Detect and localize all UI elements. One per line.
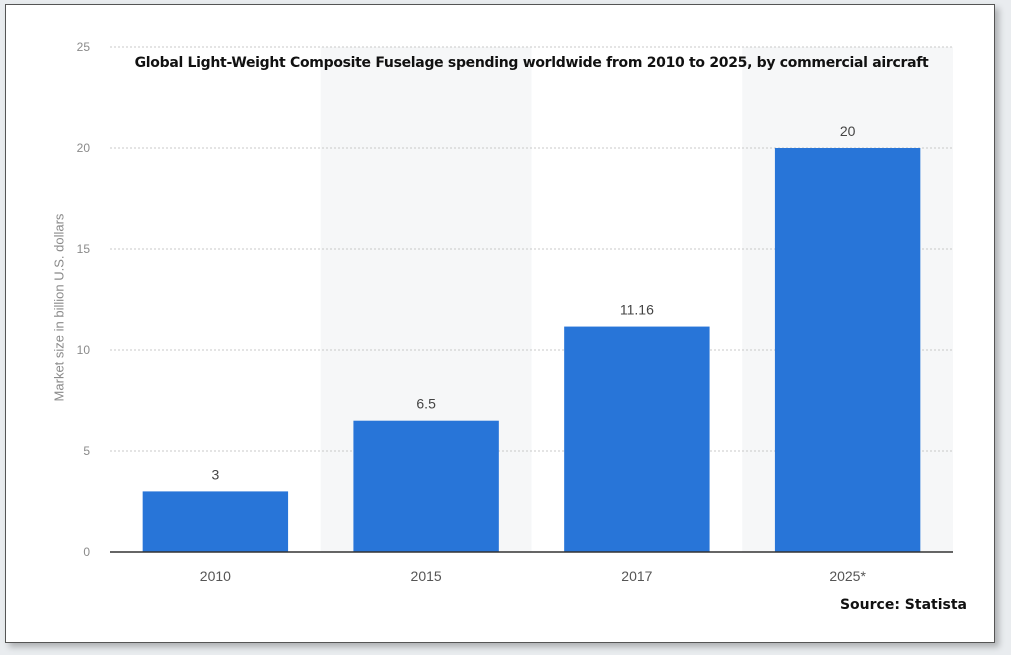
bar (564, 326, 710, 552)
data-label: 11.16 (620, 302, 654, 318)
y-tick-label: 5 (83, 444, 90, 458)
x-tick-label: 2025* (829, 568, 866, 584)
bar (142, 491, 289, 552)
x-tick-label: 2015 (411, 568, 442, 584)
x-tick-label: 2010 (200, 568, 231, 584)
y-axis-label: Market size in billion U.S. dollars (51, 213, 67, 402)
y-tick-label: 15 (77, 242, 91, 256)
source-note: Source: Statista (839, 597, 967, 613)
data-label: 20 (840, 123, 856, 139)
bar (353, 420, 499, 552)
data-label: 3 (211, 466, 219, 482)
chart-title: Global Light-Weight Composite Fuselage s… (134, 55, 929, 71)
y-tick-label: 25 (77, 40, 91, 54)
data-label: 6.5 (416, 396, 436, 412)
y-tick-label: 10 (77, 343, 91, 357)
y-tick-label: 20 (77, 141, 91, 155)
y-tick-label: 0 (83, 545, 90, 559)
bar (774, 148, 921, 552)
x-tick-label: 2017 (621, 568, 652, 584)
